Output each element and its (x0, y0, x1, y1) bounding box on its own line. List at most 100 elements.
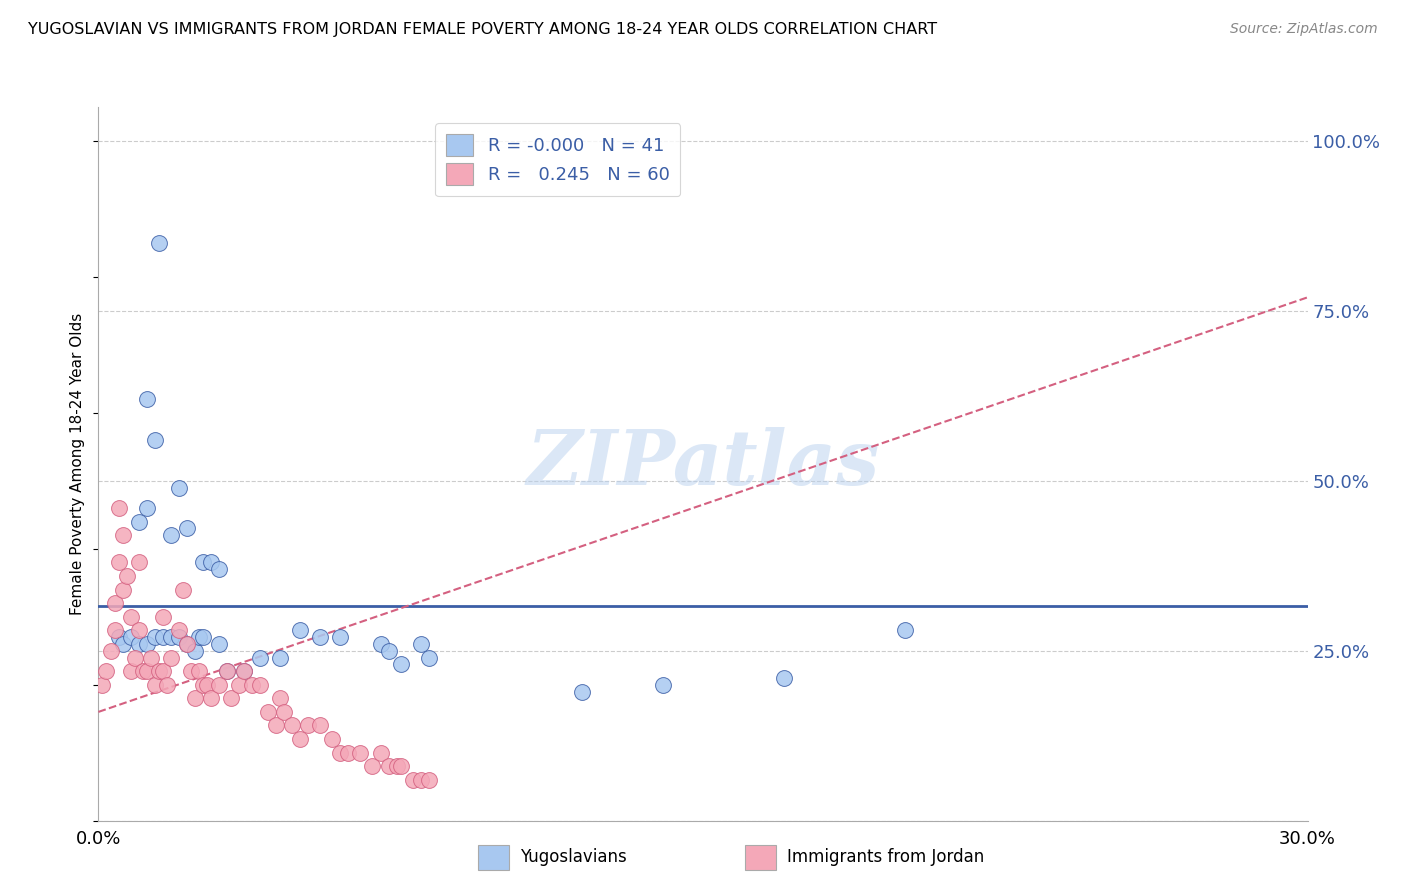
Point (228, 678, 250, 692)
Point (893, 624, 915, 638)
Point (135, 664, 157, 678)
Point (176, 521, 198, 535)
Point (256, 705, 278, 719)
Point (132, 664, 155, 678)
Point (232, 664, 254, 678)
Point (184, 644, 207, 658)
Point (281, 718, 304, 732)
Point (172, 582, 194, 597)
Text: ZIPatlas: ZIPatlas (526, 427, 880, 500)
Point (240, 678, 263, 692)
Point (128, 515, 150, 529)
Point (409, 772, 432, 787)
Point (389, 657, 412, 672)
Point (100, 644, 122, 658)
Legend: R = -0.000   N = 41, R =   0.245   N = 60: R = -0.000 N = 41, R = 0.245 N = 60 (436, 123, 681, 196)
Point (124, 650, 146, 665)
Text: YUGOSLAVIAN VS IMMIGRANTS FROM JORDAN FEMALE POVERTY AMONG 18-24 YEAR OLDS CORRE: YUGOSLAVIAN VS IMMIGRANTS FROM JORDAN FE… (28, 22, 938, 37)
Point (370, 637, 392, 651)
Point (167, 624, 190, 638)
Point (297, 718, 319, 732)
Point (195, 678, 218, 692)
Point (152, 609, 174, 624)
Point (107, 501, 129, 516)
Point (200, 555, 222, 569)
Point (143, 433, 166, 447)
Point (309, 630, 332, 644)
Point (208, 562, 231, 576)
Point (135, 637, 157, 651)
Point (208, 678, 231, 692)
Point (176, 637, 198, 651)
Point (337, 746, 360, 760)
Point (111, 582, 134, 597)
Point (111, 637, 134, 651)
Point (321, 732, 343, 747)
Point (135, 501, 157, 516)
Point (135, 392, 157, 407)
Point (329, 630, 352, 644)
Point (152, 664, 174, 678)
Point (128, 637, 150, 651)
Point (103, 624, 125, 638)
Point (180, 664, 202, 678)
Point (176, 637, 198, 651)
Point (193, 630, 215, 644)
Point (139, 650, 162, 665)
Point (120, 664, 142, 678)
Point (221, 691, 243, 706)
Point (571, 684, 593, 698)
Point (160, 630, 183, 644)
Point (651, 678, 673, 692)
Point (200, 691, 222, 706)
Point (389, 759, 412, 773)
Text: Yugoslavians: Yugoslavians (520, 848, 627, 866)
Point (349, 746, 371, 760)
Point (377, 644, 399, 658)
Point (103, 596, 125, 610)
Point (370, 746, 392, 760)
Point (772, 671, 794, 685)
Point (418, 650, 440, 665)
Text: Immigrants from Jordan: Immigrants from Jordan (787, 848, 984, 866)
Point (288, 732, 311, 747)
Point (269, 691, 291, 706)
Point (249, 678, 271, 692)
Point (409, 637, 432, 651)
Point (167, 630, 190, 644)
Point (249, 650, 271, 665)
Point (184, 691, 207, 706)
Point (208, 637, 231, 651)
Point (232, 664, 254, 678)
Point (217, 664, 239, 678)
Point (269, 650, 291, 665)
Point (148, 664, 170, 678)
Point (91, 678, 114, 692)
Point (160, 650, 183, 665)
Point (152, 630, 174, 644)
Point (193, 555, 215, 569)
Point (143, 630, 166, 644)
Point (120, 609, 142, 624)
Point (167, 481, 190, 495)
Point (96, 664, 118, 678)
Point (107, 630, 129, 644)
Point (128, 624, 150, 638)
Point (188, 630, 211, 644)
Point (418, 772, 440, 787)
Point (156, 678, 179, 692)
Point (111, 528, 134, 542)
Point (193, 678, 215, 692)
Point (128, 555, 150, 569)
Point (361, 759, 384, 773)
Point (402, 772, 425, 787)
Point (143, 678, 166, 692)
Point (288, 624, 311, 638)
Point (264, 718, 287, 732)
Point (120, 630, 142, 644)
Text: Source: ZipAtlas.com: Source: ZipAtlas.com (1230, 22, 1378, 37)
Point (273, 705, 295, 719)
Point (309, 718, 332, 732)
Point (107, 555, 129, 569)
Point (377, 759, 399, 773)
